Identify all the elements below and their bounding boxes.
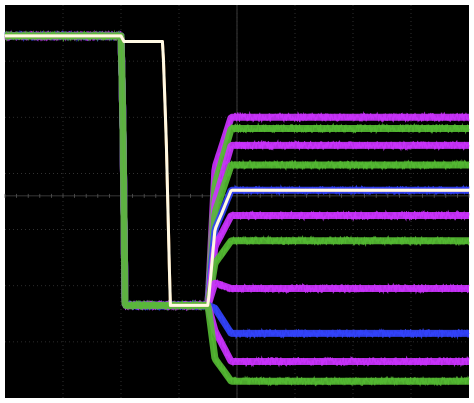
trace-layer — [2, 29, 472, 387]
trace-band — [4, 34, 470, 307]
graticule — [4, 5, 470, 398]
trace-series — [4, 34, 470, 307]
